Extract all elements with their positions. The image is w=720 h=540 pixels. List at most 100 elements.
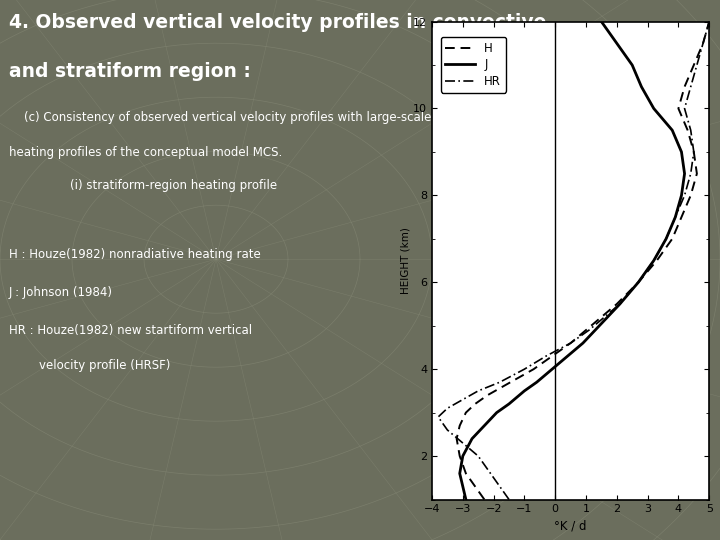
J — [591, 327, 600, 333]
HR — [690, 148, 698, 155]
J — [628, 62, 636, 68]
J — [459, 453, 467, 460]
J — [613, 40, 621, 46]
HR — [686, 84, 695, 90]
HR — [459, 440, 467, 446]
Text: (i) stratiform-region heating profile: (i) stratiform-region heating profile — [40, 179, 276, 192]
HR — [616, 301, 624, 307]
Line: J: J — [460, 22, 685, 500]
J — [462, 496, 470, 503]
HR — [443, 427, 451, 433]
H — [693, 171, 701, 177]
Text: heating profiles of the conceptual model MCS.: heating profiles of the conceptual model… — [9, 146, 282, 159]
H — [548, 353, 557, 360]
X-axis label: °K / d: °K / d — [554, 520, 587, 533]
J — [492, 409, 501, 416]
H — [456, 422, 464, 429]
J — [634, 279, 643, 286]
H — [686, 192, 695, 199]
HR — [680, 105, 689, 112]
J — [563, 353, 572, 360]
H — [462, 409, 470, 416]
H — [471, 401, 480, 407]
HR — [474, 388, 482, 394]
J — [662, 235, 670, 242]
J — [668, 127, 677, 133]
HR — [520, 366, 528, 373]
H — [652, 258, 661, 264]
HR — [585, 327, 593, 333]
HR — [541, 353, 550, 360]
H — [456, 453, 464, 460]
Text: H : Houze(1982) nonradiative heating rate: H : Houze(1982) nonradiative heating rat… — [9, 248, 261, 261]
J — [603, 314, 612, 320]
H — [483, 392, 492, 399]
H — [690, 148, 698, 155]
H — [683, 127, 692, 133]
HR — [459, 396, 467, 403]
HR — [505, 496, 513, 503]
J — [532, 379, 541, 386]
H — [634, 279, 643, 286]
HR — [671, 214, 680, 220]
HR — [686, 171, 695, 177]
HR — [698, 40, 707, 46]
Text: J : Johnson (1984): J : Johnson (1984) — [9, 286, 112, 299]
J — [637, 84, 646, 90]
HR — [486, 470, 495, 477]
Text: (c) Consistency of observed vertical velocity profiles with large-scale: (c) Consistency of observed vertical vel… — [9, 111, 431, 124]
H — [705, 18, 714, 25]
Text: 4. Observed vertical velocity profiles in convective: 4. Observed vertical velocity profiles i… — [9, 14, 546, 32]
J — [505, 401, 513, 407]
Line: H: H — [456, 22, 709, 500]
J — [548, 366, 557, 373]
J — [649, 105, 658, 112]
H — [677, 214, 685, 220]
J — [480, 422, 489, 429]
J — [671, 214, 680, 220]
H — [452, 435, 461, 442]
H — [514, 375, 523, 381]
HR — [495, 379, 504, 386]
J — [579, 340, 588, 346]
HR — [600, 314, 609, 320]
J — [520, 388, 528, 394]
H — [597, 314, 606, 320]
H — [680, 84, 689, 90]
Y-axis label: HEIGHT (km): HEIGHT (km) — [400, 227, 410, 294]
H — [462, 470, 470, 477]
Line: HR: HR — [438, 22, 709, 500]
Text: HR : Houze(1982) new startiform vertical: HR : Houze(1982) new startiform vertical — [9, 324, 252, 337]
HR — [495, 483, 504, 490]
H — [698, 40, 707, 46]
H — [567, 340, 575, 346]
Text: velocity profile (HRSF): velocity profile (HRSF) — [9, 359, 170, 372]
J — [649, 258, 658, 264]
HR — [686, 127, 695, 133]
H — [529, 366, 538, 373]
H — [668, 235, 677, 242]
J — [677, 148, 685, 155]
H — [613, 301, 621, 307]
HR — [705, 18, 714, 25]
HR — [567, 340, 575, 346]
HR — [634, 279, 643, 286]
J — [677, 192, 685, 199]
HR — [443, 405, 451, 411]
HR — [662, 235, 670, 242]
J — [459, 483, 467, 490]
H — [582, 327, 590, 333]
J — [597, 18, 606, 25]
Text: and stratiform region :: and stratiform region : — [9, 62, 251, 81]
J — [616, 301, 624, 307]
H — [674, 105, 683, 112]
HR — [474, 453, 482, 460]
HR — [649, 258, 658, 264]
H — [471, 483, 480, 490]
H — [498, 383, 507, 390]
HR — [680, 192, 689, 199]
Legend: H, J, HR: H, J, HR — [441, 37, 506, 92]
J — [456, 470, 464, 477]
J — [468, 435, 477, 442]
J — [680, 171, 689, 177]
